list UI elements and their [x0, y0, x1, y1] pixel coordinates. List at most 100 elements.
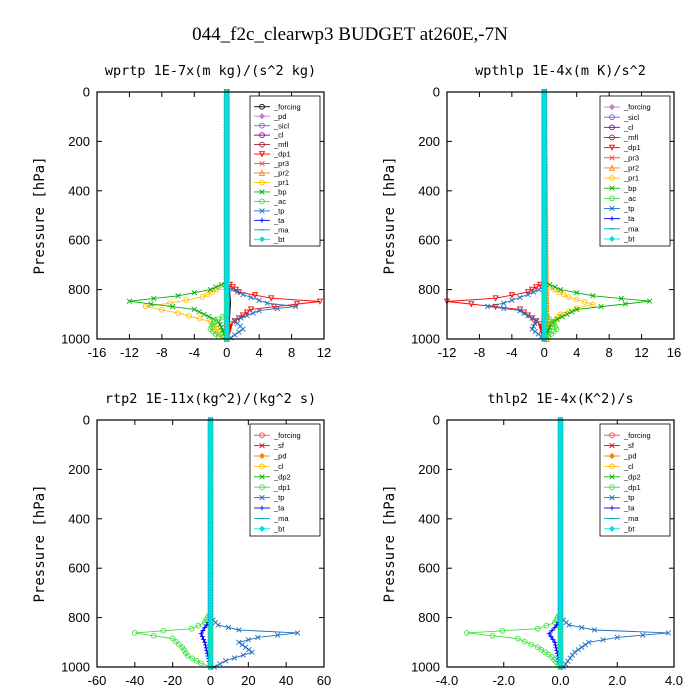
y-tick-label: 600 [418, 233, 440, 248]
legend-label: _tp [623, 493, 634, 502]
legend-label: _ta [273, 216, 285, 225]
x-tick-label: 12 [317, 345, 331, 360]
legend-marker [259, 442, 265, 449]
x-tick-label: -2.0 [493, 673, 515, 688]
legend-marker [609, 155, 615, 161]
legend-marker [259, 484, 265, 491]
legend-item: _bt [254, 235, 285, 244]
data-point [528, 641, 535, 648]
data-point [244, 312, 250, 319]
x-tick-label: 0 [541, 345, 548, 360]
series-line [543, 92, 595, 340]
legend-marker [258, 169, 266, 176]
series-line [487, 92, 545, 340]
legend-item: _pr1 [604, 174, 639, 183]
figure-title: 044_f2c_clearwp3 BUDGET at260E,-7N [192, 24, 508, 45]
data-point [175, 310, 181, 316]
panel-2: wpthlp 1E-4x(m K)/s^2 Pressure [hPa] 0 200 4… [382, 63, 681, 360]
x-tick-label: 4.0 [665, 673, 683, 688]
y-tick-label: 200 [68, 134, 90, 149]
y-axis-label: Pressure [hPa] [32, 484, 48, 602]
legend-marker [609, 474, 615, 480]
legend-label: _dp1 [273, 150, 291, 159]
legend-marker [259, 179, 265, 186]
y-tick-label: 0 [83, 413, 90, 428]
data-point [556, 289, 562, 295]
legend-label: _sicl [273, 121, 289, 130]
legend-marker [609, 505, 615, 511]
data-point [581, 299, 588, 305]
data-point [191, 306, 198, 313]
y-axis-label: Pressure [hPa] [382, 156, 398, 274]
series-pr1 [541, 89, 596, 342]
y-tick-label: 1000 [411, 332, 440, 347]
legend-label: _dp1 [273, 483, 291, 492]
data-point [501, 305, 507, 312]
legend-marker [259, 141, 265, 148]
data-point [217, 661, 223, 667]
legend-marker [608, 144, 616, 152]
data-point [175, 293, 181, 299]
data-point [236, 639, 242, 646]
data-point [256, 297, 262, 304]
legend-item: _tp [604, 204, 634, 213]
data-point [255, 634, 261, 641]
data-point [517, 307, 523, 314]
panel-title: thlp2 1E-4x(K^2)/s [487, 391, 633, 407]
data-point [521, 638, 528, 645]
data-point [567, 655, 573, 661]
legend-label: _bt [273, 235, 285, 244]
x-tick-label: -4 [189, 345, 201, 360]
legend-box [249, 423, 321, 537]
series-line [446, 92, 545, 340]
series-dp1 [443, 89, 548, 343]
data-point [214, 286, 220, 293]
data-point [537, 321, 544, 328]
legend-item: _bp [254, 188, 287, 197]
legend-label: _ta [623, 214, 635, 223]
legend-label: _mfl [273, 140, 289, 149]
legend-marker [258, 525, 266, 532]
data-point [249, 649, 255, 655]
data-point [618, 295, 625, 302]
data-point [534, 625, 541, 632]
data-point [549, 628, 555, 633]
legend-item: _dp1 [254, 483, 291, 492]
data-point [530, 323, 537, 329]
legend-marker [609, 195, 615, 202]
legend-label: _pr3 [273, 159, 289, 168]
data-point [640, 632, 646, 638]
data-point [543, 622, 550, 629]
data-point [521, 310, 527, 316]
legend-item: _bt [254, 524, 285, 533]
data-point [536, 286, 542, 293]
legend-item: _dp2 [604, 472, 641, 481]
y-tick-label: 800 [68, 610, 90, 625]
legend-label: _ac [623, 194, 636, 203]
legend-marker [608, 164, 616, 171]
data-point [508, 292, 515, 299]
data-point [234, 289, 241, 295]
data-point [183, 650, 189, 656]
data-point [573, 305, 580, 311]
legend-item: _pd [254, 452, 287, 461]
legend-label: _pr2 [273, 169, 289, 178]
data-point [564, 311, 570, 318]
data-point [218, 324, 225, 331]
data-point [551, 286, 557, 293]
data-point [207, 286, 214, 293]
y-tick-label: 1000 [61, 660, 90, 675]
legend-marker [258, 113, 266, 120]
data-point [517, 294, 523, 301]
data-point [468, 301, 475, 308]
series-dp1 [464, 417, 564, 670]
data-point [189, 655, 196, 662]
data-point [646, 298, 653, 304]
data-point [565, 658, 571, 664]
data-point [464, 630, 470, 636]
y-tick-label: 0 [433, 413, 440, 428]
data-point [209, 289, 215, 295]
plot-frame [446, 91, 675, 340]
x-tick-label: 20 [241, 673, 255, 688]
data-point [240, 652, 247, 658]
